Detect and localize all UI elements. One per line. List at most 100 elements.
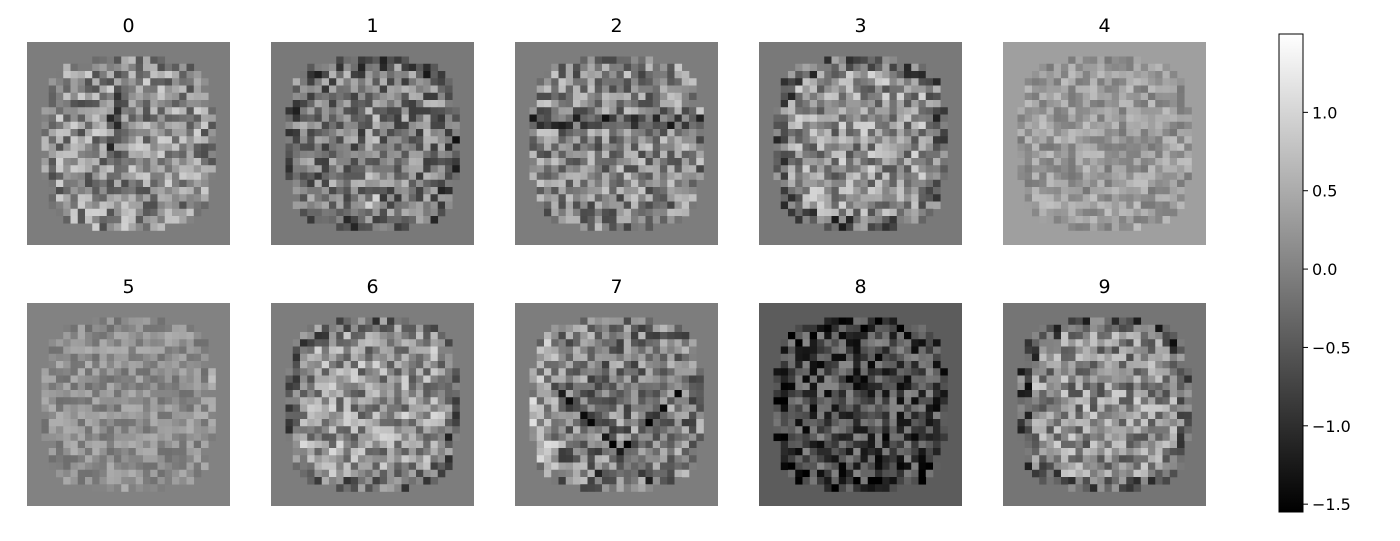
heatmap-cell [85, 107, 93, 115]
heatmap-cell [1053, 107, 1062, 115]
heatmap-cell [193, 143, 202, 152]
heatmap-cell [372, 404, 381, 413]
heatmap-cell [573, 187, 581, 195]
heatmap-cell [365, 419, 373, 427]
heatmap-cell [889, 223, 898, 231]
heatmap-cell [307, 85, 315, 94]
heatmap-cell [365, 484, 373, 492]
heatmap-cell [773, 375, 782, 384]
heatmap-cell [558, 121, 567, 130]
heatmap-cell [56, 332, 64, 340]
heatmap-cell [660, 448, 668, 456]
heatmap-cell [536, 143, 545, 152]
heatmap-cell [394, 158, 402, 166]
heatmap-cell [773, 136, 782, 144]
heatmap-cell [681, 462, 690, 471]
heatmap-cell [201, 136, 209, 144]
heatmap-cell [452, 172, 460, 181]
heatmap-cell [423, 411, 431, 420]
heatmap-cell [681, 78, 690, 86]
heatmap-cell [831, 332, 840, 340]
heatmap-cell [660, 455, 668, 463]
heatmap-cell [882, 368, 890, 376]
heatmap-cell [56, 440, 64, 449]
heatmap-cell [940, 382, 948, 391]
heatmap-cell [587, 440, 596, 449]
heatmap-cell [1082, 179, 1091, 188]
heatmap-cell [128, 361, 137, 369]
heatmap-cell [201, 194, 209, 202]
heatmap-cell [201, 201, 209, 210]
heatmap-cell [853, 121, 861, 130]
heatmap-cell [551, 469, 559, 478]
heatmap-cell [135, 353, 144, 362]
heatmap-cell [1068, 353, 1076, 362]
heatmap-cell [321, 208, 330, 217]
heatmap-cell [667, 440, 675, 449]
heatmap-cell [1155, 107, 1163, 115]
heatmap-cell [795, 100, 803, 108]
heatmap-cell [121, 455, 129, 463]
heatmap-cell [343, 201, 352, 210]
heatmap-cell [48, 150, 57, 159]
heatmap-cell [1097, 346, 1105, 355]
heatmap-cell [114, 100, 122, 108]
heatmap-cell [573, 172, 581, 181]
heatmap-cell [631, 136, 639, 144]
heatmap-cell [56, 353, 64, 362]
heatmap-cell [307, 100, 315, 108]
heatmap-cell [1053, 419, 1062, 427]
heatmap-cell [1061, 63, 1069, 72]
heatmap-cell [1039, 194, 1047, 202]
heatmap-cell [911, 397, 919, 405]
heatmap-cell [128, 71, 137, 79]
heatmap-cell [63, 375, 71, 384]
heatmap-cell [314, 187, 323, 195]
heatmap-cell [1017, 368, 1026, 376]
heatmap-cell [616, 390, 625, 398]
heatmap-cell [394, 324, 402, 333]
heatmap-cell [445, 382, 453, 391]
heatmap-cell [1177, 375, 1185, 384]
heatmap-cell [1119, 187, 1127, 195]
heatmap-cell [150, 201, 158, 210]
heatmap-cell [106, 433, 115, 442]
heatmap-cell [379, 448, 388, 456]
heatmap-cell [314, 143, 323, 152]
heatmap-cell [788, 100, 796, 108]
heatmap-cell [638, 462, 646, 471]
heatmap-cell [544, 78, 552, 86]
heatmap-cell [92, 194, 100, 202]
heatmap-cell [689, 411, 697, 420]
heatmap-cell [896, 78, 905, 86]
heatmap-cell [594, 216, 603, 224]
heatmap-cell [616, 484, 625, 492]
heatmap-cell [48, 187, 57, 195]
heatmap-cell [358, 194, 366, 202]
heatmap-cell [1061, 390, 1069, 398]
heatmap-cell [321, 469, 330, 478]
heatmap-cell [846, 382, 854, 391]
heatmap-cell [631, 223, 639, 231]
heatmap-cell [594, 179, 603, 188]
heatmap-cell [573, 433, 581, 442]
heatmap-cell [925, 85, 934, 94]
heatmap-cell [329, 136, 337, 144]
heatmap-cell [940, 158, 948, 166]
heatmap-cell [114, 433, 122, 442]
heatmap-cell [1155, 208, 1163, 217]
heatmap-cell [573, 353, 581, 362]
heatmap-cell [1162, 346, 1171, 355]
heatmap-cell [128, 158, 137, 166]
heatmap-cell [667, 150, 675, 159]
heatmap-cell [70, 85, 79, 94]
heatmap-cell [824, 107, 832, 115]
heatmap-cell [925, 448, 934, 456]
heatmap-cell [63, 114, 71, 123]
heatmap-cell [1039, 324, 1047, 333]
heatmap-cell [321, 346, 330, 355]
heatmap-cell [681, 426, 690, 434]
heatmap-cell [780, 382, 789, 391]
heatmap-cell [860, 361, 869, 369]
heatmap-cell [394, 143, 402, 152]
